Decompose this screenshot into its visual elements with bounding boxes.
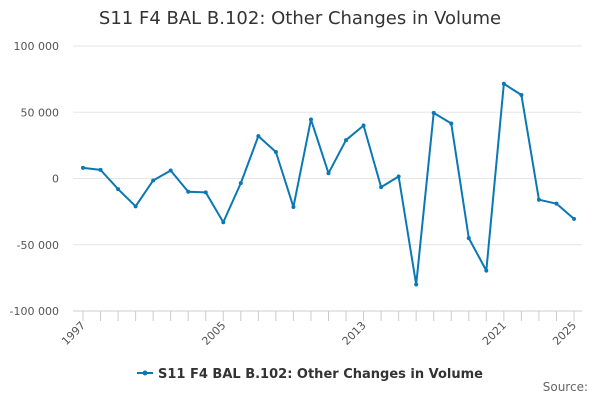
data-point bbox=[116, 187, 121, 192]
series-line bbox=[82, 82, 575, 286]
y-tick-label: -100 000 bbox=[10, 305, 59, 318]
data-point bbox=[168, 168, 173, 173]
legend[interactable]: S11 F4 BAL B.102: Other Changes in Volum… bbox=[137, 367, 483, 382]
data-point bbox=[326, 171, 331, 176]
y-axis-tick-labels: 100 000 50 000 0 -50 000 -100 000 bbox=[10, 40, 59, 318]
data-point bbox=[414, 282, 419, 287]
series-lines bbox=[81, 81, 576, 287]
data-point bbox=[484, 268, 489, 273]
data-point bbox=[203, 190, 208, 195]
data-point bbox=[186, 189, 191, 194]
y-tick-label: 0 bbox=[52, 173, 59, 186]
data-point bbox=[466, 236, 471, 241]
x-tick-label: 2013 bbox=[340, 319, 369, 348]
x-tick-label: 2005 bbox=[199, 319, 228, 348]
data-point bbox=[98, 167, 103, 172]
data-point bbox=[501, 81, 506, 86]
data-point bbox=[554, 201, 559, 206]
data-point bbox=[291, 204, 296, 209]
data-point bbox=[379, 185, 384, 190]
data-point bbox=[308, 117, 313, 122]
x-tick-label: 2021 bbox=[480, 319, 509, 348]
data-point bbox=[449, 121, 454, 126]
y-tick-label: 100 000 bbox=[14, 40, 60, 53]
legend-marker-symbol bbox=[142, 370, 148, 376]
y-tick-label: 50 000 bbox=[21, 106, 60, 119]
data-point bbox=[344, 138, 349, 143]
data-point bbox=[396, 174, 401, 179]
legend-label: S11 F4 BAL B.102: Other Changes in Volum… bbox=[158, 367, 483, 382]
data-point bbox=[519, 93, 524, 98]
data-point bbox=[431, 110, 436, 115]
data-point bbox=[273, 150, 278, 154]
data-point bbox=[536, 197, 541, 202]
data-point bbox=[133, 204, 138, 209]
data-point bbox=[151, 178, 156, 183]
y-tick-label: -50 000 bbox=[17, 239, 59, 252]
data-point bbox=[572, 216, 576, 221]
data-point bbox=[256, 134, 261, 139]
data-point bbox=[238, 181, 243, 186]
x-axis-tick-labels: 1997 2005 2013 2021 2025 bbox=[59, 319, 579, 348]
data-point bbox=[361, 123, 366, 128]
data-point bbox=[221, 220, 226, 225]
x-tick-label: 2025 bbox=[550, 319, 579, 348]
axes bbox=[73, 310, 582, 321]
data-point bbox=[81, 165, 85, 170]
x-tick-label: 1997 bbox=[59, 319, 88, 348]
chart-title: S11 F4 BAL B.102: Other Changes in Volum… bbox=[98, 8, 502, 29]
source-label: Source: bbox=[542, 380, 588, 394]
